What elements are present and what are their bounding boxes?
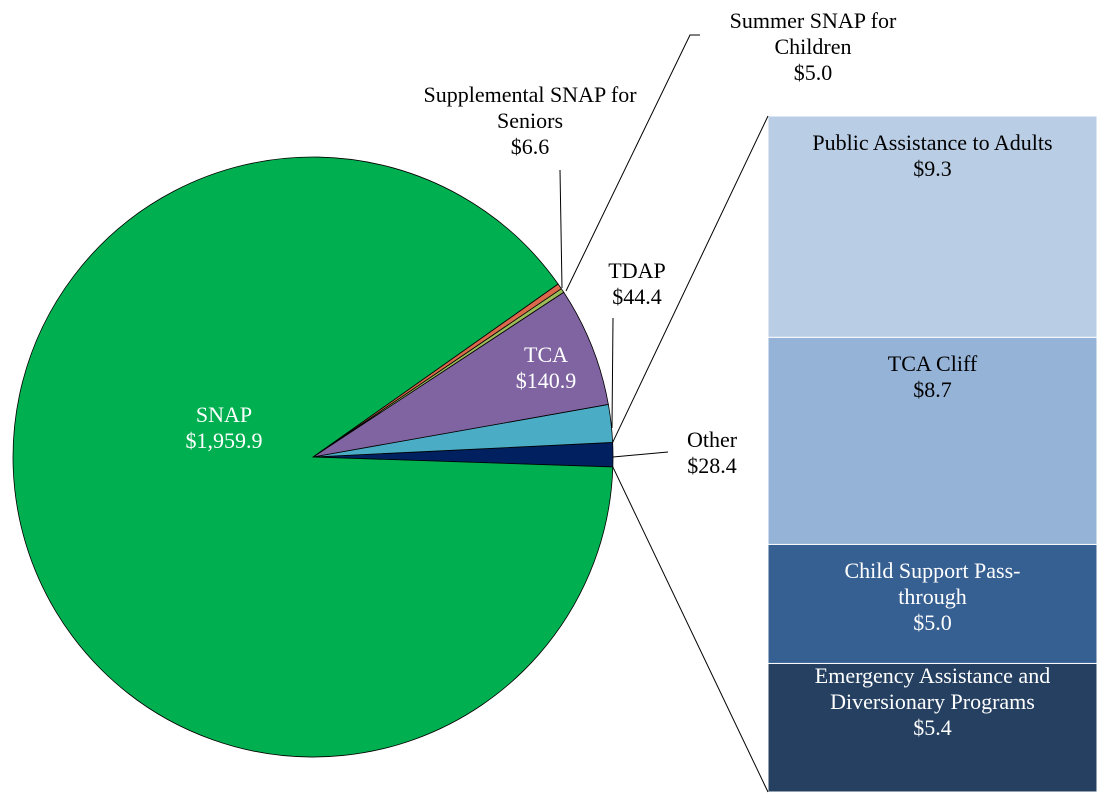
bar-label-text: Emergency Assistance and Diversionary Pr… (814, 663, 1051, 715)
leader-line (559, 169, 563, 289)
connector-line (612, 466, 769, 793)
pie-label: TCA $140.9 (491, 342, 601, 394)
bar-label: TCA Cliff $8.7 (803, 351, 1063, 403)
bar-label-text: $5.0 (913, 610, 952, 636)
pie-label-text: $1,959.9 (185, 428, 263, 453)
leader-line (565, 34, 700, 292)
bar-label-text: $9.3 (913, 156, 952, 181)
pie-label-text: $140.9 (515, 368, 577, 393)
bar-label-text: Child Support Pass-through (844, 558, 1021, 610)
connector-line (612, 115, 769, 443)
pie-label-text: Supplemental SNAP for Seniors (423, 82, 637, 133)
bar-label: Public Assistance to Adults $9.3 (803, 130, 1063, 182)
pie-slice (312, 291, 609, 458)
pie-label-text: $28.4 (687, 453, 737, 478)
pie-label-text: TDAP (608, 258, 666, 283)
leader-line (612, 451, 669, 458)
bar-label-text: Public Assistance to Adults (812, 130, 1053, 155)
bar-label-text: TCA Cliff (887, 351, 978, 377)
leader-line (611, 317, 614, 429)
pie-label-text: Summer SNAP for Children (729, 8, 897, 59)
bar-segment (767, 662, 1098, 793)
pie-slice (12, 156, 614, 758)
pie-label-text: $5.0 (793, 60, 833, 85)
pie-label-text: Other (686, 427, 738, 452)
pie-label: Other $28.4 (667, 427, 757, 479)
pie-label: TDAP $44.4 (592, 258, 682, 310)
bar-label-text: $8.7 (913, 377, 952, 403)
bar-label-text: $5.4 (913, 715, 952, 741)
bar-segment (767, 336, 1098, 545)
pie-label: SNAP $1,959.9 (124, 402, 324, 454)
pie-label-text: $6.6 (510, 134, 550, 159)
pie-label-text: TCA (524, 342, 568, 367)
bar-segment (767, 115, 1098, 338)
pie-label-text: SNAP (195, 402, 253, 427)
pie-label: Summer SNAP for Children $5.0 (703, 8, 923, 86)
bar-label: Emergency Assistance and Diversionary Pr… (813, 663, 1053, 741)
pie-label: Supplemental SNAP for Seniors $6.6 (395, 82, 665, 160)
pie-label-text: $44.4 (612, 284, 662, 309)
bar-label: Child Support Pass-through $5.0 (833, 558, 1033, 636)
